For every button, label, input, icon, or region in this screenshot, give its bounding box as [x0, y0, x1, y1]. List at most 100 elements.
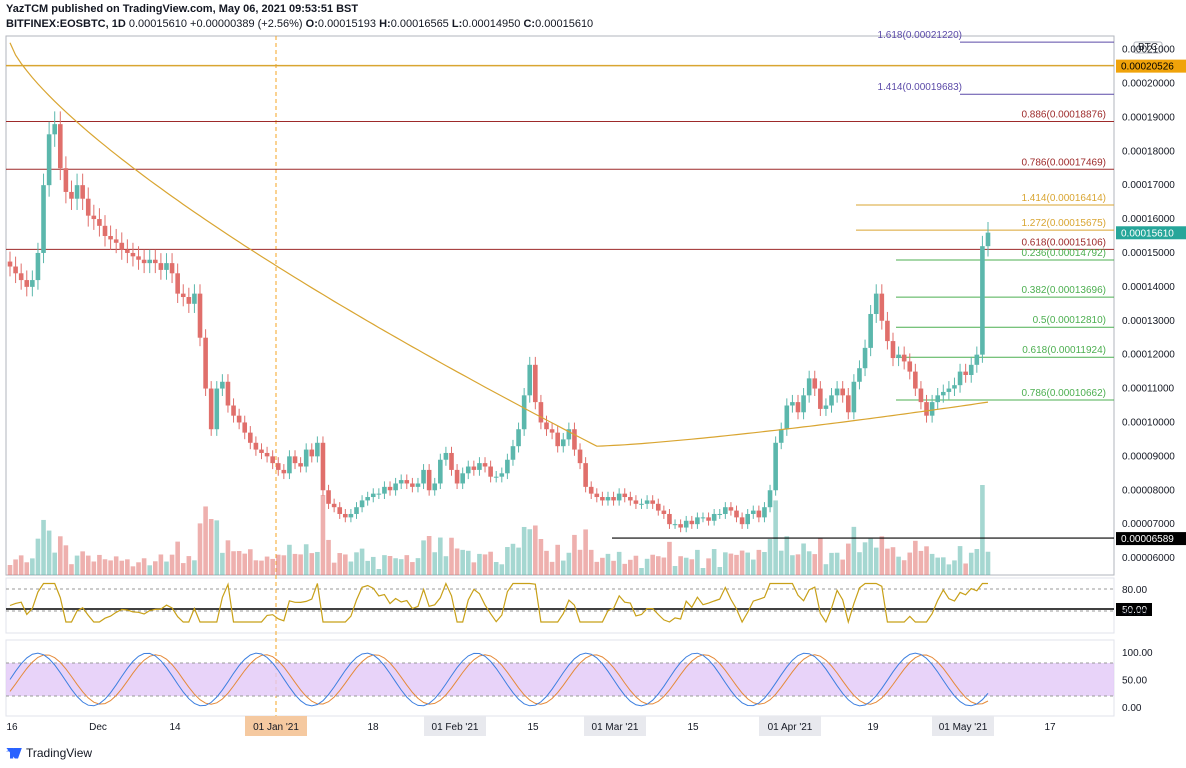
- candle-body: [57, 124, 63, 169]
- volume-bar: [650, 554, 655, 575]
- volume-bar: [778, 550, 784, 575]
- volume-bar: [303, 544, 309, 575]
- volume-bar: [935, 557, 941, 575]
- volume-bar: [125, 559, 130, 575]
- candle-body: [460, 473, 465, 484]
- time-tick-label: 01 Jan '21: [253, 722, 299, 733]
- candle-body: [952, 385, 957, 389]
- time-tick-box: [245, 716, 307, 736]
- price-tick-label: 0.00006000: [1122, 553, 1175, 564]
- volume-bar: [102, 559, 108, 575]
- candle-body: [359, 500, 365, 508]
- candle-body: [175, 273, 180, 294]
- candle-body: [220, 381, 225, 389]
- candle-body: [465, 466, 471, 474]
- volume-bar: [974, 549, 980, 575]
- volume-bar: [980, 485, 985, 575]
- volume-bar: [426, 536, 432, 575]
- volume-bar: [667, 541, 672, 575]
- last-price-label: 0.00015610: [1121, 228, 1174, 239]
- candle-body: [393, 483, 398, 491]
- candle-body: [873, 293, 879, 314]
- candle-body: [354, 507, 359, 514]
- change-value: +0.00000389 (+2.56%): [190, 18, 303, 30]
- volume-bar: [482, 554, 488, 575]
- candle-body: [734, 510, 739, 518]
- candle-body: [108, 236, 113, 240]
- candle-body: [968, 364, 974, 375]
- volume-bar: [533, 525, 538, 575]
- volume-bar: [795, 554, 801, 575]
- close-value: 0.00015610: [535, 18, 594, 30]
- candle-body: [611, 497, 616, 501]
- candle-body: [119, 242, 125, 250]
- volume-bar: [113, 556, 119, 575]
- volume-bar: [147, 565, 153, 575]
- volume-bar: [471, 562, 477, 575]
- high-value: 0.00016565: [390, 18, 449, 30]
- volume-bar: [488, 551, 493, 575]
- volume-bar: [130, 566, 136, 575]
- volume-bar: [538, 539, 544, 575]
- fib-level-label: 1.272(0.00015675): [1021, 218, 1106, 229]
- volume-bar: [337, 553, 343, 575]
- volume-bar: [717, 567, 723, 575]
- candle-body: [588, 486, 594, 494]
- volume-bar: [857, 552, 862, 575]
- candle-body: [35, 252, 41, 281]
- candle-body: [600, 497, 605, 501]
- volume-bar: [678, 556, 683, 575]
- volume-bar: [723, 552, 728, 575]
- candle-body: [74, 185, 80, 199]
- candle-body: [667, 513, 672, 525]
- stoch-tick-label: 100.00: [1122, 648, 1153, 659]
- candle-body: [231, 405, 236, 416]
- candle-body: [91, 215, 97, 220]
- volume-bar: [404, 555, 410, 575]
- fib-level-label: 0.618(0.00011924): [1022, 345, 1106, 356]
- level-price-box: [1116, 532, 1186, 546]
- volume-bar: [320, 495, 326, 575]
- volume-bar: [35, 538, 41, 575]
- volume-bar: [555, 544, 560, 575]
- candle-body: [689, 520, 695, 525]
- candle-body: [812, 378, 818, 389]
- candle-body: [315, 442, 320, 457]
- tradingview-logo[interactable]: TradingView: [6, 746, 92, 760]
- candle-body: [52, 124, 58, 135]
- price-tick-label: 0.00014000: [1122, 282, 1175, 293]
- volume-bar: [69, 564, 74, 575]
- candle-body: [935, 395, 941, 403]
- volume-bar: [186, 556, 192, 575]
- volume-bar: [940, 557, 946, 575]
- fib-level-label: 1.414(0.00019683): [877, 82, 962, 93]
- volume-bar: [918, 550, 924, 575]
- volume-bar: [315, 551, 320, 575]
- candle-body: [901, 354, 907, 362]
- candle-body: [270, 456, 275, 464]
- candle-body: [281, 469, 287, 474]
- volume-bar: [806, 551, 812, 575]
- volume-bar: [153, 561, 158, 575]
- volume-bar: [359, 548, 365, 575]
- candle-body: [153, 259, 158, 264]
- time-tick-label: Dec: [89, 722, 107, 733]
- candle-body: [521, 395, 527, 430]
- volume-bar: [354, 552, 359, 575]
- volume-bar: [790, 555, 795, 575]
- candle-body: [136, 256, 141, 260]
- candle-body: [18, 273, 24, 281]
- candle-body: [404, 480, 410, 484]
- volume-bar: [605, 553, 611, 575]
- volume-bar: [46, 530, 52, 575]
- candle-body: [365, 497, 370, 501]
- candle-body: [985, 232, 991, 247]
- candle-body: [348, 513, 354, 518]
- candle-body: [527, 364, 533, 396]
- time-tick-label: 01 Feb '21: [432, 722, 479, 733]
- volume-bar: [639, 568, 644, 575]
- candle-body: [158, 263, 164, 270]
- candle-body: [538, 402, 544, 423]
- tradingview-brand: TradingView: [26, 746, 93, 760]
